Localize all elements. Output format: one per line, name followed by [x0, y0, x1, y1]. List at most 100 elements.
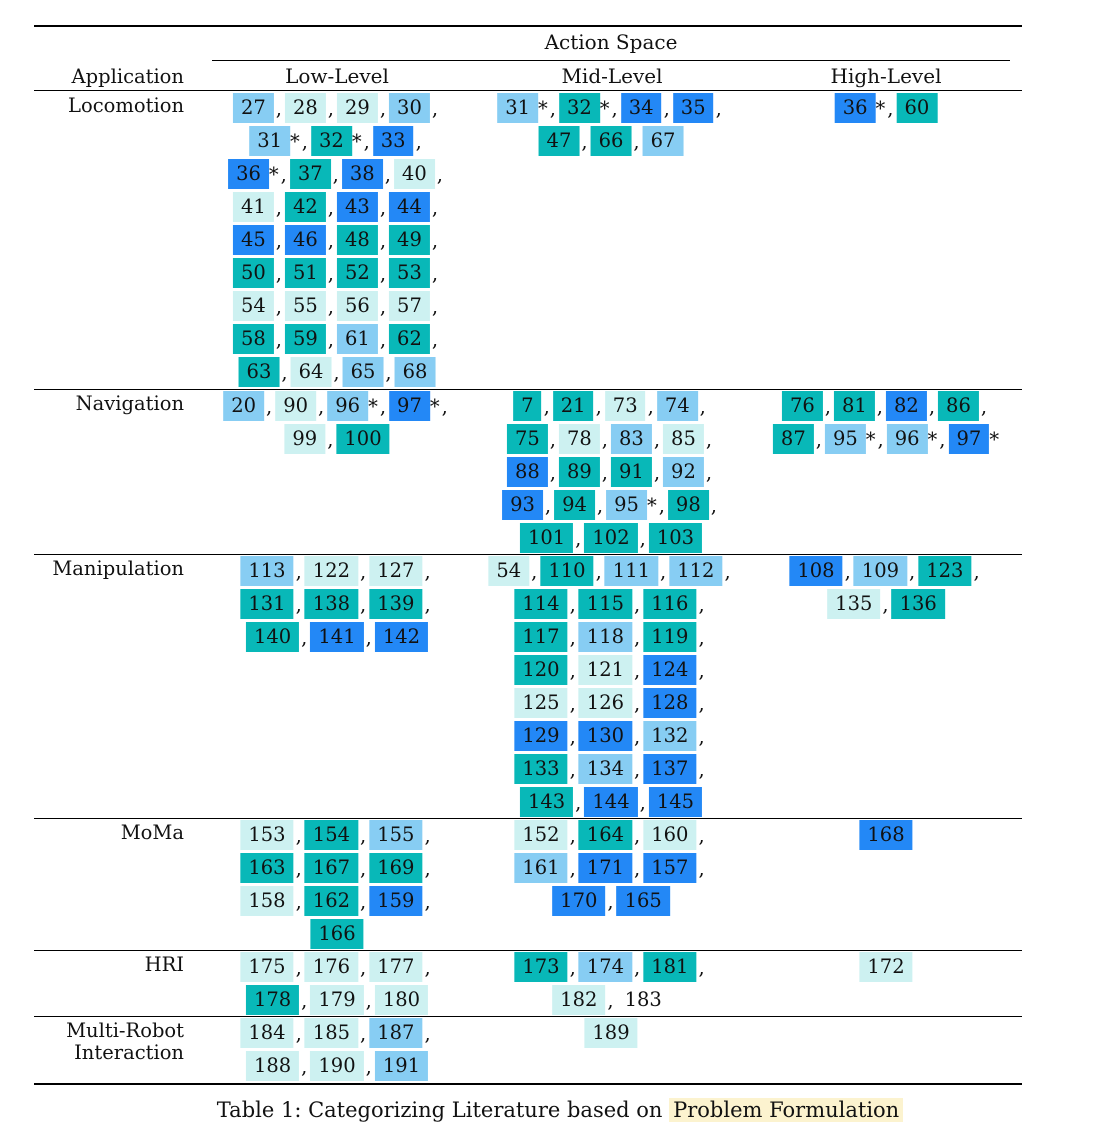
citation-number: 87	[780, 427, 806, 450]
comma-separator: ,	[301, 1054, 308, 1078]
low-level-line: 175, 176, 177,	[240, 952, 433, 982]
citation-chip: 21	[552, 391, 594, 421]
citation-chip: 135	[827, 589, 881, 619]
comma-separator: ,	[634, 658, 641, 682]
comma-separator: ,	[607, 889, 614, 913]
comma-separator: ,	[698, 625, 705, 649]
mid-level-line: 182, 183	[552, 985, 670, 1015]
comma-separator: ,	[601, 460, 608, 484]
citation-number: 167	[312, 856, 351, 879]
citation-number: 128	[651, 691, 689, 714]
comma-separator: ,	[882, 592, 889, 616]
comma-separator: ,	[295, 856, 302, 880]
citation-chip: 182	[552, 985, 606, 1015]
citation-number: 175	[248, 955, 286, 978]
comma-separator: ,	[595, 394, 602, 418]
citation-number: 127	[377, 559, 415, 582]
citation-chip: 113	[240, 556, 294, 586]
application-label-line: Multi-Robot	[66, 1019, 184, 1042]
header-rule	[34, 90, 1022, 91]
citation-chip: 63	[238, 357, 280, 387]
citation-number: 180	[382, 988, 421, 1011]
citation-number: 163	[248, 856, 286, 879]
citation-chip: 47	[538, 126, 580, 156]
citation-number: 132	[651, 724, 689, 747]
comma-separator: ,	[424, 559, 431, 583]
citation-number: 177	[377, 955, 415, 978]
comma-separator: ,	[569, 823, 576, 847]
citation-number: 83	[619, 427, 644, 450]
top-rule	[34, 25, 1022, 27]
citation-chip: 114	[514, 589, 568, 619]
comma-separator: ,	[360, 823, 367, 847]
mid-level-line: 88, 89, 91, 92,	[506, 457, 715, 487]
comma-separator: ,	[424, 856, 431, 880]
citation-number: 31	[505, 96, 531, 119]
citation-number: 154	[312, 823, 351, 846]
citation-chip: 36	[834, 93, 876, 123]
comma-separator: ,	[379, 294, 387, 318]
high-level-line: 36 *, 60	[834, 93, 938, 123]
mid-level-line: 117, 118, 119,	[514, 622, 707, 652]
citation-chip: 122	[304, 556, 359, 586]
mid-level-header: Mid-Level	[561, 64, 663, 88]
mid-level-line: 114, 115, 116,	[514, 589, 707, 619]
citation-number: 7	[521, 394, 534, 417]
citation-number: 121	[586, 658, 625, 681]
citation-number: 141	[318, 625, 356, 648]
comma-separator: ,	[980, 394, 988, 418]
comma-separator: ,	[431, 228, 439, 252]
comma-separator: ,	[327, 195, 334, 219]
citation-number: 66	[598, 129, 624, 152]
citation-number: 67	[650, 129, 676, 152]
citation-chip: 126	[578, 688, 633, 718]
citation-number: 108	[797, 559, 835, 582]
citation-chip: 157	[643, 853, 697, 883]
citation-number: 99	[292, 427, 318, 450]
citation-chip: 56	[337, 291, 378, 321]
comma-separator: ,	[549, 427, 556, 451]
citation-chip: 51	[284, 258, 326, 288]
citation-number: 140	[253, 625, 292, 648]
comma-separator: ,	[844, 559, 851, 583]
comma-separator: ,	[360, 889, 367, 913]
comma-separator: ,	[634, 592, 641, 616]
bottom-rule	[34, 1083, 1022, 1085]
citation-number: 56	[345, 294, 370, 317]
comma-separator: ,	[295, 823, 302, 847]
application-label-line: Locomotion	[68, 94, 184, 117]
row-rule	[34, 950, 1022, 951]
row-rule	[34, 818, 1022, 819]
high-level-line: 76, 81, 82, 86,	[781, 391, 990, 421]
citation-chip: 52	[337, 258, 378, 288]
comma-separator: ,	[569, 691, 576, 715]
comma-separator: ,	[281, 360, 288, 384]
citation-number: 123	[926, 559, 964, 582]
citation-number: 133	[522, 757, 560, 780]
citation-chip: 131	[240, 589, 294, 619]
citation-number: 130	[586, 724, 625, 747]
citation-number: 168	[867, 823, 905, 846]
comma-separator: ,	[647, 394, 654, 418]
citation-number: 119	[651, 625, 689, 648]
mid-level-line: 125, 126, 128,	[514, 688, 707, 718]
citation-chip: 92	[663, 457, 704, 487]
citation-number: 40	[401, 162, 427, 185]
citation-number: 46	[292, 228, 318, 251]
citation-chip: 152	[514, 820, 568, 850]
low-level-line: 63, 64, 65, 68	[238, 357, 436, 387]
citation-number: 63	[246, 360, 272, 383]
citation-number: 41	[240, 195, 266, 218]
citation-chip: 67	[642, 126, 684, 156]
comma-separator: ,	[699, 394, 706, 418]
comma-separator: ,	[363, 129, 370, 153]
star-marker: *	[351, 129, 362, 153]
citation-chip: 108	[789, 556, 843, 586]
citation-number: 143	[527, 790, 566, 813]
citation-number: 81	[841, 394, 867, 417]
citation-number: 65	[350, 360, 376, 383]
citation-number: 32	[566, 96, 592, 119]
citation-number: 117	[522, 625, 560, 648]
citation-chip: 110	[540, 556, 594, 586]
comma-separator: ,	[360, 1021, 367, 1045]
